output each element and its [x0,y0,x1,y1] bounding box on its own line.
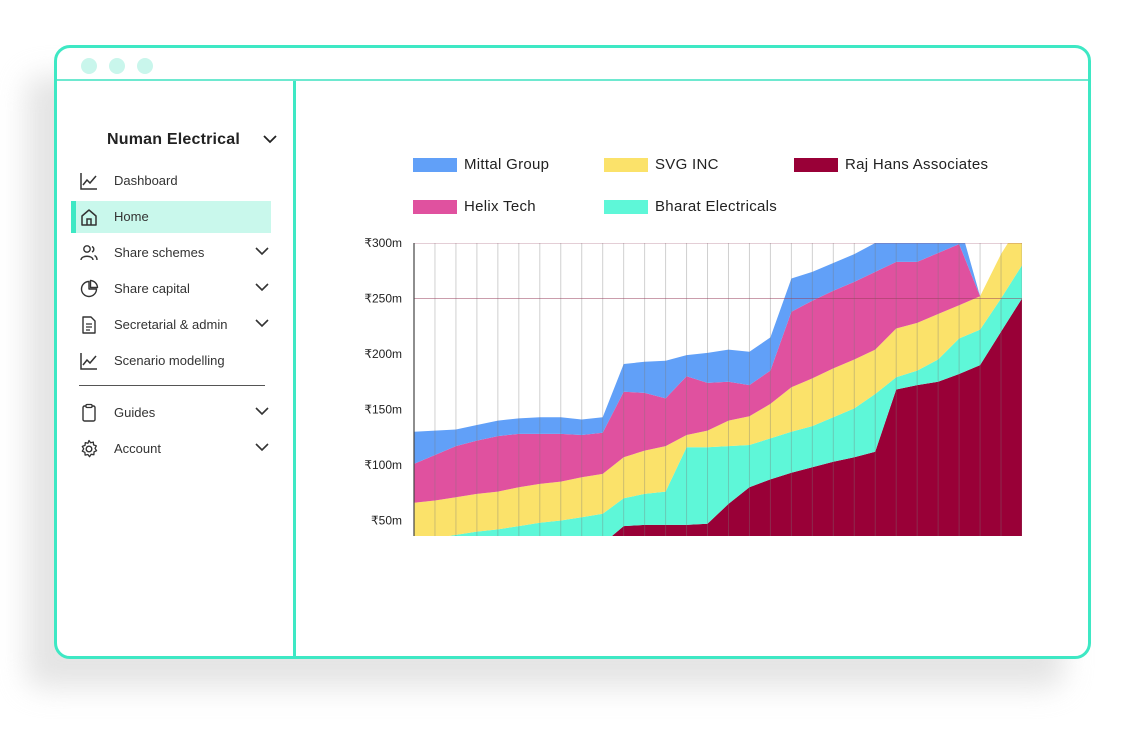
legend-item-svg-inc[interactable]: SVG INC [604,156,754,174]
sidebar-item-label: Home [114,209,149,224]
sidebar-divider [79,385,265,386]
sidebar-item-label: Share capital [114,281,190,296]
document-icon [82,316,96,334]
pie-chart-icon [80,279,99,298]
sidebar-item-label: Share schemes [114,245,205,260]
legend-label: Raj Hans Associates [845,156,989,173]
chart-line-icon [80,173,97,190]
gear-icon [81,439,98,458]
active-indicator [71,201,76,233]
sidebar-item-scenario-modelling[interactable]: Scenario modelling [73,345,271,377]
y-tick-label: ₹300m [364,236,402,250]
legend-item-helix-tech[interactable]: Helix Tech [413,198,583,216]
legend-label: Helix Tech [464,198,536,215]
home-icon [81,209,97,226]
sidebar-item-account[interactable]: Account [73,433,271,465]
area-series-raj-hans-associates [611,298,1022,536]
sidebar-item-share-schemes[interactable]: Share schemes [73,237,271,269]
clipboard-icon [82,403,96,422]
legend-swatch [413,200,457,214]
legend-label: SVG INC [655,156,719,173]
stacked-area-chart: ₹50m ₹100m ₹150m ₹200m ₹250m ₹300m [364,236,1022,536]
area-series-bharat-electricals [449,265,1022,536]
org-switcher[interactable]: Numan Electrical [107,129,277,153]
chevron-down-icon [255,443,269,452]
window-control-dot[interactable] [81,58,97,74]
area-series-helix-tech [414,243,1008,503]
legend-swatch [604,200,648,214]
sidebar-item-home[interactable]: Home [71,201,271,233]
legend-label: Bharat Electricals [655,198,778,215]
chart-line-icon [80,353,97,370]
sidebar-item-dashboard[interactable]: Dashboard [73,165,271,197]
legend-swatch [604,158,648,172]
legend-swatch [413,158,457,172]
sidebar: Numan Electrical Dashboard Home [57,81,296,656]
y-tick-label: ₹50m [371,514,402,528]
sidebar-item-label: Scenario modelling [114,353,225,368]
legend-item-bharat-electricals[interactable]: Bharat Electricals [604,198,804,216]
chevron-down-icon [255,319,269,328]
y-tick-label: ₹250m [364,292,402,306]
y-tick-label: ₹100m [364,458,402,472]
org-name: Numan Electrical [107,131,241,148]
sidebar-item-guides[interactable]: Guides [73,397,271,429]
main-content: Mittal Group SVG INC Raj Hans Associates… [296,81,1088,656]
sidebar-item-label: Dashboard [114,173,178,188]
legend-item-raj-hans-associates[interactable]: Raj Hans Associates [794,156,1014,174]
chevron-down-icon [255,283,269,292]
legend-swatch [794,158,838,172]
area-series-mittal-group [414,243,1008,464]
sidebar-item-share-capital[interactable]: Share capital [73,273,271,305]
chevron-down-icon [263,135,277,144]
y-tick-label: ₹150m [364,403,402,417]
sidebar-item-secretarial-admin[interactable]: Secretarial & admin [73,309,271,341]
sidebar-item-label: Account [114,441,161,456]
chevron-down-icon [255,407,269,416]
app-window: Numan Electrical Dashboard Home [54,45,1091,659]
y-tick-label: ₹200m [364,347,402,361]
sidebar-item-label: Guides [114,405,156,420]
title-bar [57,48,1088,81]
window-control-dot[interactable] [137,58,153,74]
legend-label: Mittal Group [464,156,550,173]
legend-item-mittal-group[interactable]: Mittal Group [413,156,583,174]
chevron-down-icon [255,247,269,256]
plot-area [414,243,1022,536]
sidebar-item-label: Secretarial & admin [114,317,228,332]
window-control-dot[interactable] [109,58,125,74]
users-icon [80,245,98,261]
area-series-svg-inc [414,243,1022,536]
